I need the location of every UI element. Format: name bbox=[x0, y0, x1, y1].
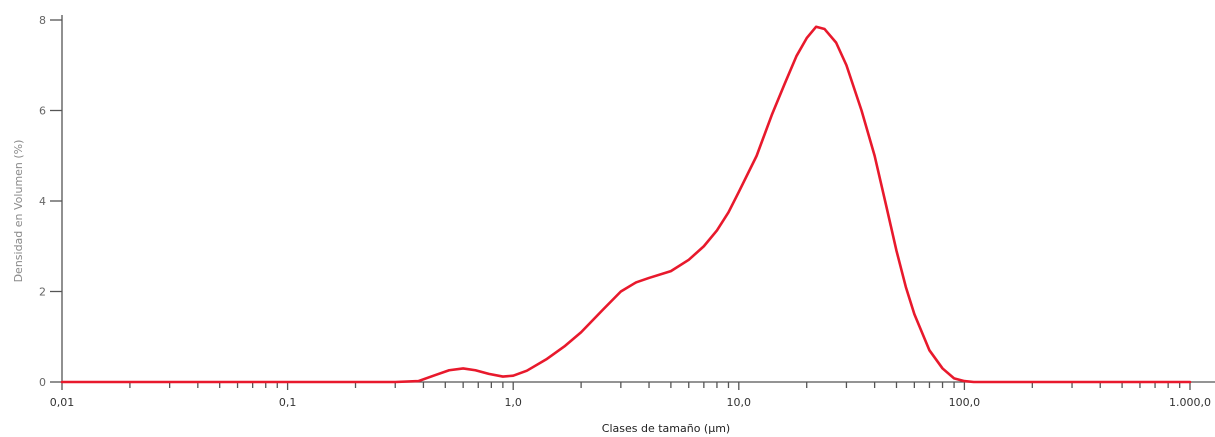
y-tick-label: 0 bbox=[39, 376, 46, 389]
y-axis: 0 2 4 6 8 bbox=[39, 14, 63, 389]
series-group bbox=[60, 25, 1192, 384]
x-tick-label: 1.000,0 bbox=[1169, 396, 1211, 409]
y-axis-title: Densidad en Volumen (%) bbox=[12, 140, 25, 283]
y-tick-label: 2 bbox=[39, 286, 46, 299]
y-tick-label: 8 bbox=[39, 14, 46, 27]
series-line bbox=[60, 25, 1192, 384]
y-tick-label: 4 bbox=[39, 195, 46, 208]
x-tick-label: 100,0 bbox=[949, 396, 981, 409]
x-tick-label: 1,0 bbox=[504, 396, 522, 409]
y-tick-label: 6 bbox=[39, 105, 46, 118]
x-tick-label: 0,1 bbox=[279, 396, 297, 409]
x-axis: 0,01 0,1 1,0 10,0 100,0 1.000,0 bbox=[50, 381, 1215, 409]
x-axis-title: Clases de tamaño (µm) bbox=[602, 422, 730, 435]
x-tick-label: 10,0 bbox=[727, 396, 752, 409]
x-tick-label: 0,01 bbox=[50, 396, 75, 409]
